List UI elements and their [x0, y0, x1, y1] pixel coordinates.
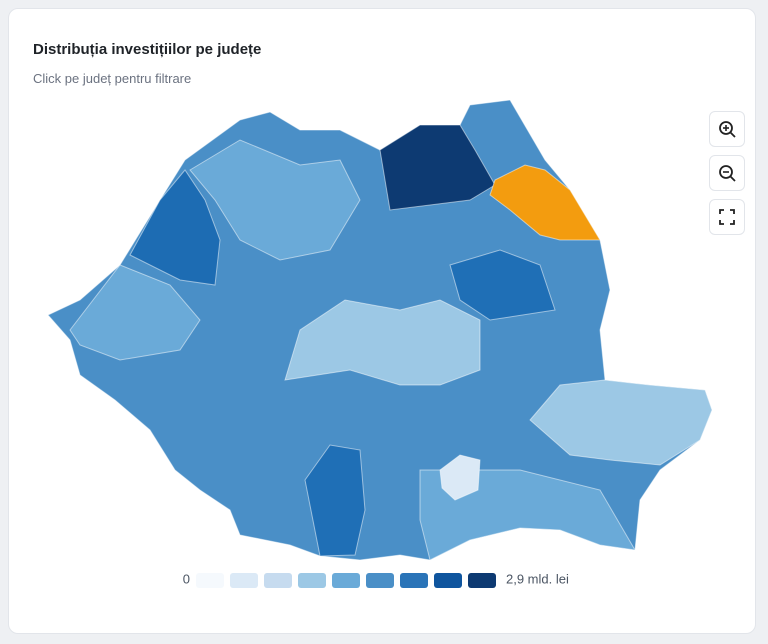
region[interactable]	[449, 249, 556, 321]
legend: 0 2,9 mld. lei	[183, 571, 569, 588]
legend-swatch	[230, 573, 258, 588]
region[interactable]	[69, 264, 201, 361]
zoom-out-button[interactable]	[709, 155, 745, 191]
legend-swatch	[196, 573, 224, 588]
legend-swatch	[298, 573, 326, 588]
region[interactable]	[304, 444, 366, 557]
region[interactable]	[284, 299, 481, 386]
zoom-in-icon	[719, 121, 736, 138]
fullscreen-icon	[719, 209, 735, 225]
legend-min: 0	[183, 571, 190, 586]
legend-swatch	[468, 573, 496, 588]
card-subtitle: Click pe județ pentru filtrare	[33, 71, 192, 86]
region[interactable]	[439, 454, 481, 501]
legend-swatch	[366, 573, 394, 588]
fullscreen-button[interactable]	[709, 199, 745, 235]
region[interactable]	[529, 379, 713, 466]
region[interactable]	[189, 139, 361, 261]
region[interactable]	[129, 169, 221, 286]
legend-swatch	[434, 573, 462, 588]
zoom-in-button[interactable]	[709, 111, 745, 147]
region[interactable]	[489, 164, 601, 241]
legend-max: 2,9 mld. lei	[506, 571, 569, 586]
zoom-out-icon	[719, 165, 736, 182]
legend-swatch	[332, 573, 360, 588]
region[interactable]	[419, 469, 636, 561]
legend-swatch	[400, 573, 428, 588]
card-title: Distribuția investițiilor pe județe	[33, 41, 262, 58]
legend-swatch	[264, 573, 292, 588]
